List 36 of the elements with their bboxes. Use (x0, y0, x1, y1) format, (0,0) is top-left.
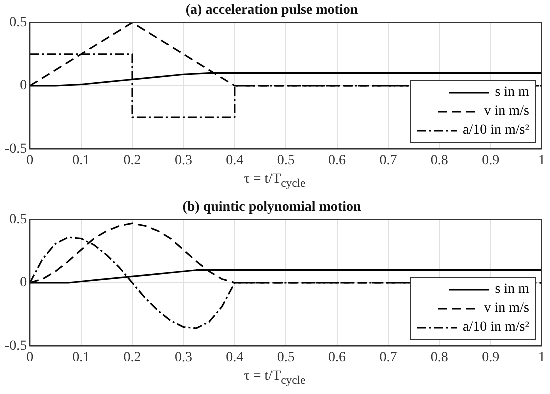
x-axis-title: τ = t/T$_{cycle}$ (243, 172, 307, 190)
y-tick-label: 0 (20, 276, 28, 291)
legend-label: a/10 in m/s² (463, 320, 530, 336)
x-tick-label: 0.9 (482, 153, 500, 168)
x-tick-label: 0.3 (174, 153, 192, 168)
x-tick-label: 0.3 (174, 350, 192, 366)
y-tick-label: -0.5 (4, 338, 28, 354)
x-tick-label: 0.4 (226, 350, 244, 366)
x-tick-label: 0.5 (277, 153, 295, 168)
legend-label: s in m (495, 282, 530, 298)
x-tick-label: 0.1 (72, 153, 90, 168)
x-tick-label: 0.2 (124, 153, 142, 168)
legend-label: s in m (495, 84, 530, 101)
y-tick-label: 0.5 (10, 212, 28, 228)
legend-label: v in m/s (484, 104, 530, 120)
x-tick-label: 0.6 (328, 153, 346, 168)
chart-title: (b) quintic polynomial motion (182, 200, 362, 216)
x-tick-label: 0.7 (380, 153, 398, 168)
chart-title: (a) acceleration pulse motion (186, 3, 358, 18)
x-tick-label: 0.8 (430, 350, 448, 366)
x-tick-label: 0.6 (328, 350, 346, 366)
x-tick-label: 0.8 (430, 153, 448, 168)
y-tick-label: 0 (20, 78, 28, 94)
x-tick-label: 0.9 (482, 350, 500, 366)
legend-label: v in m/s (484, 300, 530, 317)
x-tick-label: 0.5 (277, 350, 295, 366)
x-axis-title: τ = t/T$_{cycle}$ (243, 369, 307, 387)
x-tick-label: 1 (538, 350, 546, 366)
legend-label: a/10 in m/s² (463, 122, 530, 139)
y-tick-label: 0.5 (10, 15, 28, 30)
x-tick-label: 0.2 (124, 350, 142, 366)
y-tick-label: -0.5 (4, 142, 28, 157)
x-tick-label: 0.7 (380, 350, 398, 366)
x-tick-label: 0.4 (226, 153, 244, 168)
x-tick-label: 0.1 (72, 350, 90, 366)
x-tick-label: 1 (538, 153, 546, 168)
